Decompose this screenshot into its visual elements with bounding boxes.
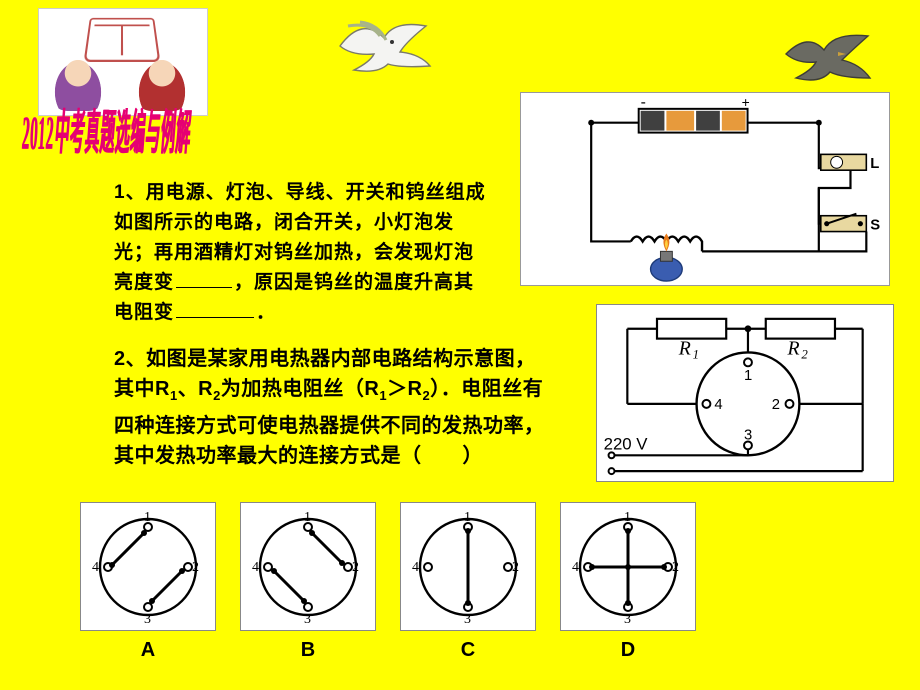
svg-text:1: 1 bbox=[744, 368, 752, 384]
option-d: 1 2 3 4 D bbox=[558, 502, 698, 662]
q2-s2: 2 bbox=[213, 388, 221, 403]
svg-text:-: - bbox=[641, 94, 646, 111]
book-icon bbox=[84, 18, 161, 62]
q2-s1: 1 bbox=[170, 388, 178, 403]
voltage-label: 220 V bbox=[604, 434, 649, 453]
svg-text:2: 2 bbox=[672, 560, 679, 575]
svg-text:4: 4 bbox=[412, 560, 419, 575]
svg-text:3: 3 bbox=[464, 612, 471, 627]
svg-text:2: 2 bbox=[512, 560, 519, 575]
svg-text:4: 4 bbox=[92, 560, 99, 575]
blank-1 bbox=[176, 269, 232, 288]
q2-s3: 1 bbox=[379, 388, 387, 403]
option-b-label: B bbox=[301, 639, 315, 662]
q2-b: 、R bbox=[178, 378, 213, 400]
svg-text:1: 1 bbox=[144, 510, 151, 525]
q2-num: 2 bbox=[114, 348, 126, 370]
q1-num: 1 bbox=[114, 182, 126, 203]
option-d-figure: 1 2 3 4 bbox=[560, 502, 696, 631]
svg-text:4: 4 bbox=[572, 560, 579, 575]
option-b: 1 2 3 4 B bbox=[238, 502, 378, 662]
svg-text:4: 4 bbox=[714, 397, 722, 413]
svg-text:2: 2 bbox=[801, 347, 808, 361]
blank-2 bbox=[176, 299, 254, 318]
option-a-label: A bbox=[141, 639, 155, 662]
option-a-figure: 1 2 3 4 bbox=[80, 502, 216, 631]
dove-icon bbox=[330, 12, 440, 90]
option-b-figure: 1 2 3 4 bbox=[240, 502, 376, 631]
q1-text-c: ． bbox=[256, 302, 276, 323]
svg-text:3: 3 bbox=[744, 427, 752, 443]
svg-text:1: 1 bbox=[464, 510, 471, 525]
option-c-figure: 1 2 3 4 bbox=[400, 502, 536, 631]
option-c-label: C bbox=[461, 639, 475, 662]
page-title: 2012中考真题选编与例解 bbox=[22, 94, 190, 164]
question-2: 2、如图是某家用电热器内部电路结构示意图，其中R1、R2为加热电阻丝（R1＞R2… bbox=[114, 344, 554, 471]
svg-text:3: 3 bbox=[624, 612, 631, 627]
label-r1: R bbox=[678, 337, 691, 359]
lamp-label: L bbox=[870, 156, 879, 172]
svg-text:1: 1 bbox=[304, 510, 311, 525]
svg-text:2: 2 bbox=[192, 560, 199, 575]
svg-text:1: 1 bbox=[624, 510, 631, 525]
q2-circuit-figure: R 1 R 2 1 2 3 4 220 V bbox=[596, 304, 894, 482]
option-d-label: D bbox=[621, 639, 635, 662]
q2-d: ＞R bbox=[387, 378, 422, 400]
svg-text:+: + bbox=[742, 94, 750, 110]
svg-text:1: 1 bbox=[693, 347, 699, 361]
header-decor bbox=[0, 8, 920, 98]
options-row: 1 2 3 4 A 1 2 3 bbox=[78, 502, 718, 662]
label-r2: R bbox=[787, 337, 800, 359]
eagle-icon bbox=[780, 26, 876, 92]
question-1: 1、用电源、灯泡、导线、开关和钨丝组成如图所示的电路，闭合开关，小灯泡发光；再用… bbox=[114, 178, 486, 328]
q1-circuit-figure: - + L S bbox=[520, 92, 890, 286]
svg-text:2: 2 bbox=[772, 397, 780, 413]
option-c: 1 2 3 4 C bbox=[398, 502, 538, 662]
switch-label: S bbox=[870, 218, 880, 234]
svg-text:3: 3 bbox=[304, 612, 311, 627]
svg-text:3: 3 bbox=[144, 612, 151, 627]
svg-text:4: 4 bbox=[252, 560, 259, 575]
q2-c: 为加热电阻丝（R bbox=[221, 378, 379, 400]
option-a: 1 2 3 4 A bbox=[78, 502, 218, 662]
svg-text:2: 2 bbox=[352, 560, 359, 575]
